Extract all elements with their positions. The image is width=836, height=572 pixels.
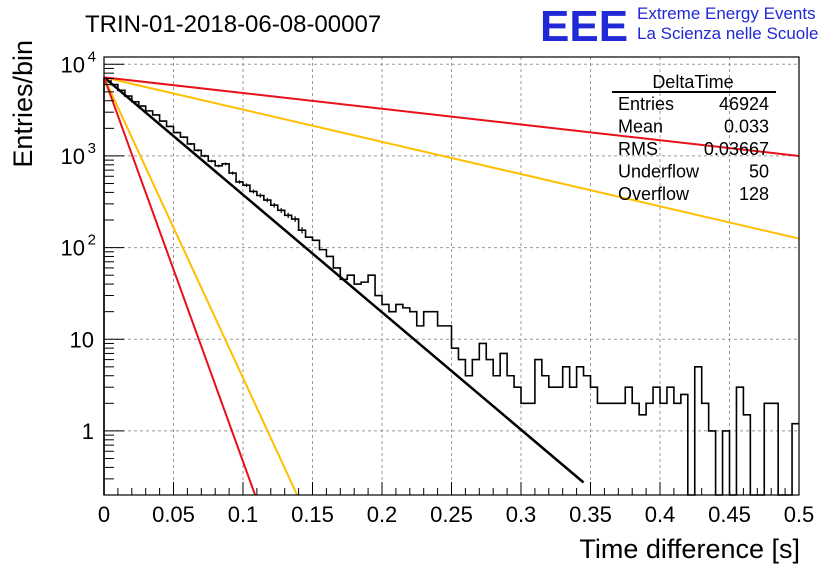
y-tick-label: 10 xyxy=(61,144,85,169)
stats-value: 0.033 xyxy=(724,117,769,137)
y-tick-label: 1 xyxy=(82,419,94,444)
y-tick-exponent: 4 xyxy=(88,48,96,65)
chart-title: TRIN-01-2018-06-08-00007 xyxy=(85,11,381,38)
stats-box: DeltaTime Entries 46924 Mean 0.033 RMS 0.0366… xyxy=(612,72,776,204)
fit-line xyxy=(103,76,585,484)
stats-label: Overflow xyxy=(618,184,690,204)
y-tick-label-group: 10 3 xyxy=(61,140,96,169)
logo-line2: La Scienza nelle Scuole xyxy=(637,24,818,43)
fit-lines xyxy=(103,76,800,496)
stats-label: Mean xyxy=(618,117,663,137)
stats-value: 46924 xyxy=(719,94,769,114)
x-tick-label: 0.45 xyxy=(708,502,751,527)
y-tick-label: 10 xyxy=(61,52,85,77)
y-tick-label-group: 10 xyxy=(70,327,94,352)
x-tick-label: 0.25 xyxy=(430,502,473,527)
stats-title: DeltaTime xyxy=(652,72,733,92)
x-tick-label: 0.05 xyxy=(152,502,195,527)
logo-line1: Extreme Energy Events xyxy=(637,4,816,23)
fit-line xyxy=(103,76,257,496)
fit-line xyxy=(103,76,800,157)
x-tick-label: 0.15 xyxy=(291,502,334,527)
fit-line xyxy=(103,76,800,240)
x-tick-label: 0.35 xyxy=(569,502,612,527)
stats-label: RMS xyxy=(618,139,658,159)
y-tick-label: 10 xyxy=(70,327,94,352)
fit-line xyxy=(103,76,299,496)
x-tick-label: 0.3 xyxy=(506,502,537,527)
x-axis-label: Time difference [s] xyxy=(579,534,800,564)
x-tick-label: 0.4 xyxy=(645,502,676,527)
stats-label: Entries xyxy=(618,94,674,114)
y-tick-label-group: 10 2 xyxy=(61,232,96,261)
y-tick-label-group: 1 xyxy=(82,419,94,444)
stats-value: 128 xyxy=(739,184,769,204)
y-axis-label: Entries/bin xyxy=(8,40,38,168)
x-tick-label: 0.1 xyxy=(228,502,259,527)
y-tick-label-group: 10 4 xyxy=(61,48,96,77)
x-tick-label: 0 xyxy=(98,502,110,527)
y-tick-exponent: 2 xyxy=(88,232,96,249)
stats-value: 50 xyxy=(749,162,769,182)
stats-label: Underflow xyxy=(618,162,700,182)
histogram-outline xyxy=(103,77,799,496)
x-tick-labels: 0 0.05 0.1 0.15 0.2 0.25 0.3 0.35 0.4 0.45 0.5 xyxy=(98,502,814,527)
eee-logo: EEE Extreme Energy Events La Scienza nel… xyxy=(540,2,818,51)
logo-mark: EEE xyxy=(540,2,628,51)
stats-value: 0.03667 xyxy=(704,139,769,159)
y-tick-label: 10 xyxy=(61,236,85,261)
stats-rows: Entries 46924 Mean 0.033 RMS 0.03667Underflow… xyxy=(618,94,769,204)
grid xyxy=(104,57,799,495)
x-tick-label: 0.2 xyxy=(367,502,398,527)
y-tick-exponent: 3 xyxy=(88,140,96,157)
axis-ticks xyxy=(103,63,800,495)
x-tick-label: 0.5 xyxy=(784,502,815,527)
